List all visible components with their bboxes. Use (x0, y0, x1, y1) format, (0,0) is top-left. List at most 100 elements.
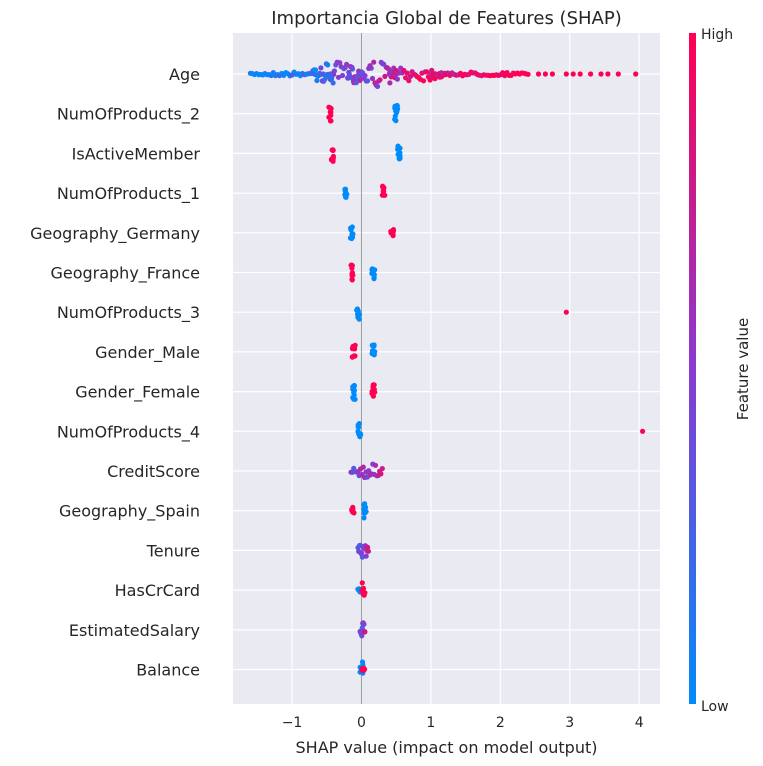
data-point (339, 72, 346, 79)
data-point (349, 66, 356, 72)
data-point (615, 71, 621, 77)
data-point (327, 109, 333, 115)
data-point (378, 471, 384, 477)
feature-row-points (350, 382, 378, 402)
data-point (369, 267, 375, 273)
data-point (525, 71, 531, 77)
feature-row-points (355, 542, 371, 560)
feature-row-points (342, 183, 388, 200)
data-point (372, 462, 379, 468)
feature-row-points (326, 102, 401, 124)
data-point (337, 60, 343, 66)
data-point (365, 548, 371, 554)
feature-row-points (349, 501, 369, 521)
data-point (406, 78, 412, 84)
feature-row-points (347, 224, 397, 242)
data-point (640, 428, 646, 434)
data-point (598, 71, 604, 77)
data-point (390, 231, 396, 237)
colorbar-low-label: Low (701, 699, 729, 715)
data-point (330, 147, 336, 153)
data-point (344, 61, 350, 67)
colorbar-high-label: High (701, 27, 733, 43)
data-point (331, 68, 337, 74)
feature-label: Age (169, 65, 200, 84)
plot-area (233, 33, 660, 704)
feature-label: NumOfProducts_1 (57, 184, 200, 204)
data-point (394, 76, 400, 82)
x-tick-label: 4 (635, 715, 644, 731)
data-point (361, 515, 367, 521)
feature-row-points (348, 461, 385, 481)
data-point (393, 118, 399, 124)
feature-label: NumOfProducts_2 (57, 105, 200, 125)
data-point (371, 382, 377, 388)
data-point (570, 71, 576, 77)
data-point (363, 553, 369, 559)
data-point (348, 262, 355, 268)
data-point (335, 74, 342, 80)
data-point (379, 466, 385, 472)
data-point (314, 77, 320, 84)
feature-label: Gender_Male (95, 343, 200, 363)
data-point (355, 311, 361, 317)
data-point (380, 183, 386, 189)
data-point (330, 158, 336, 164)
data-point (359, 580, 365, 586)
data-point (349, 224, 355, 230)
feature-row-points (348, 262, 378, 283)
colorbar (689, 33, 696, 704)
data-point (395, 151, 401, 157)
feature-label: Geography_France (50, 264, 200, 284)
data-point (420, 78, 427, 84)
data-point (404, 70, 410, 76)
feature-label: NumOfProducts_3 (57, 303, 200, 323)
data-point (371, 59, 377, 65)
feature-row-points (357, 620, 368, 639)
data-point (362, 503, 368, 509)
feature-row-points (355, 421, 646, 440)
data-point (362, 629, 368, 635)
feature-row-points (357, 659, 368, 676)
data-point (395, 143, 401, 149)
data-point (326, 104, 332, 110)
data-point (343, 192, 349, 198)
data-points (247, 59, 646, 676)
data-point (351, 389, 357, 395)
data-point (312, 67, 319, 73)
data-point (577, 71, 583, 77)
x-axis-label: SHAP value (impact on model output) (296, 738, 598, 757)
data-point (352, 353, 358, 359)
feature-label: Gender_Female (75, 383, 200, 403)
data-point (371, 274, 377, 280)
x-tick-labels: −1 0 1 2 3 4 (282, 715, 644, 731)
data-point (424, 69, 430, 75)
data-point (361, 665, 367, 672)
feature-label: IsActiveMember (72, 144, 201, 163)
feature-label: EstimatedSalary (69, 621, 200, 640)
data-point (325, 62, 331, 68)
x-tick-label: 0 (357, 715, 366, 731)
data-point (352, 342, 358, 348)
feature-label: Geography_Germany (30, 224, 200, 244)
data-point (374, 83, 381, 89)
feature-label: HasCrCard (115, 581, 200, 600)
data-point (317, 70, 323, 76)
data-point (342, 186, 348, 192)
data-point (359, 550, 365, 556)
data-point (346, 69, 352, 75)
data-point (355, 586, 361, 592)
data-point (371, 351, 377, 357)
data-point (371, 343, 377, 349)
data-point (563, 309, 569, 315)
feature-label: Balance (136, 661, 200, 680)
data-point (349, 277, 355, 283)
data-point (362, 73, 368, 79)
data-point (365, 544, 371, 551)
data-point (588, 71, 594, 77)
data-point (368, 65, 374, 71)
feature-label: Geography_Spain (59, 502, 200, 522)
data-point (357, 77, 363, 83)
chart-title: Importancia Global de Features (SHAP) (271, 8, 621, 29)
data-point (351, 396, 357, 402)
